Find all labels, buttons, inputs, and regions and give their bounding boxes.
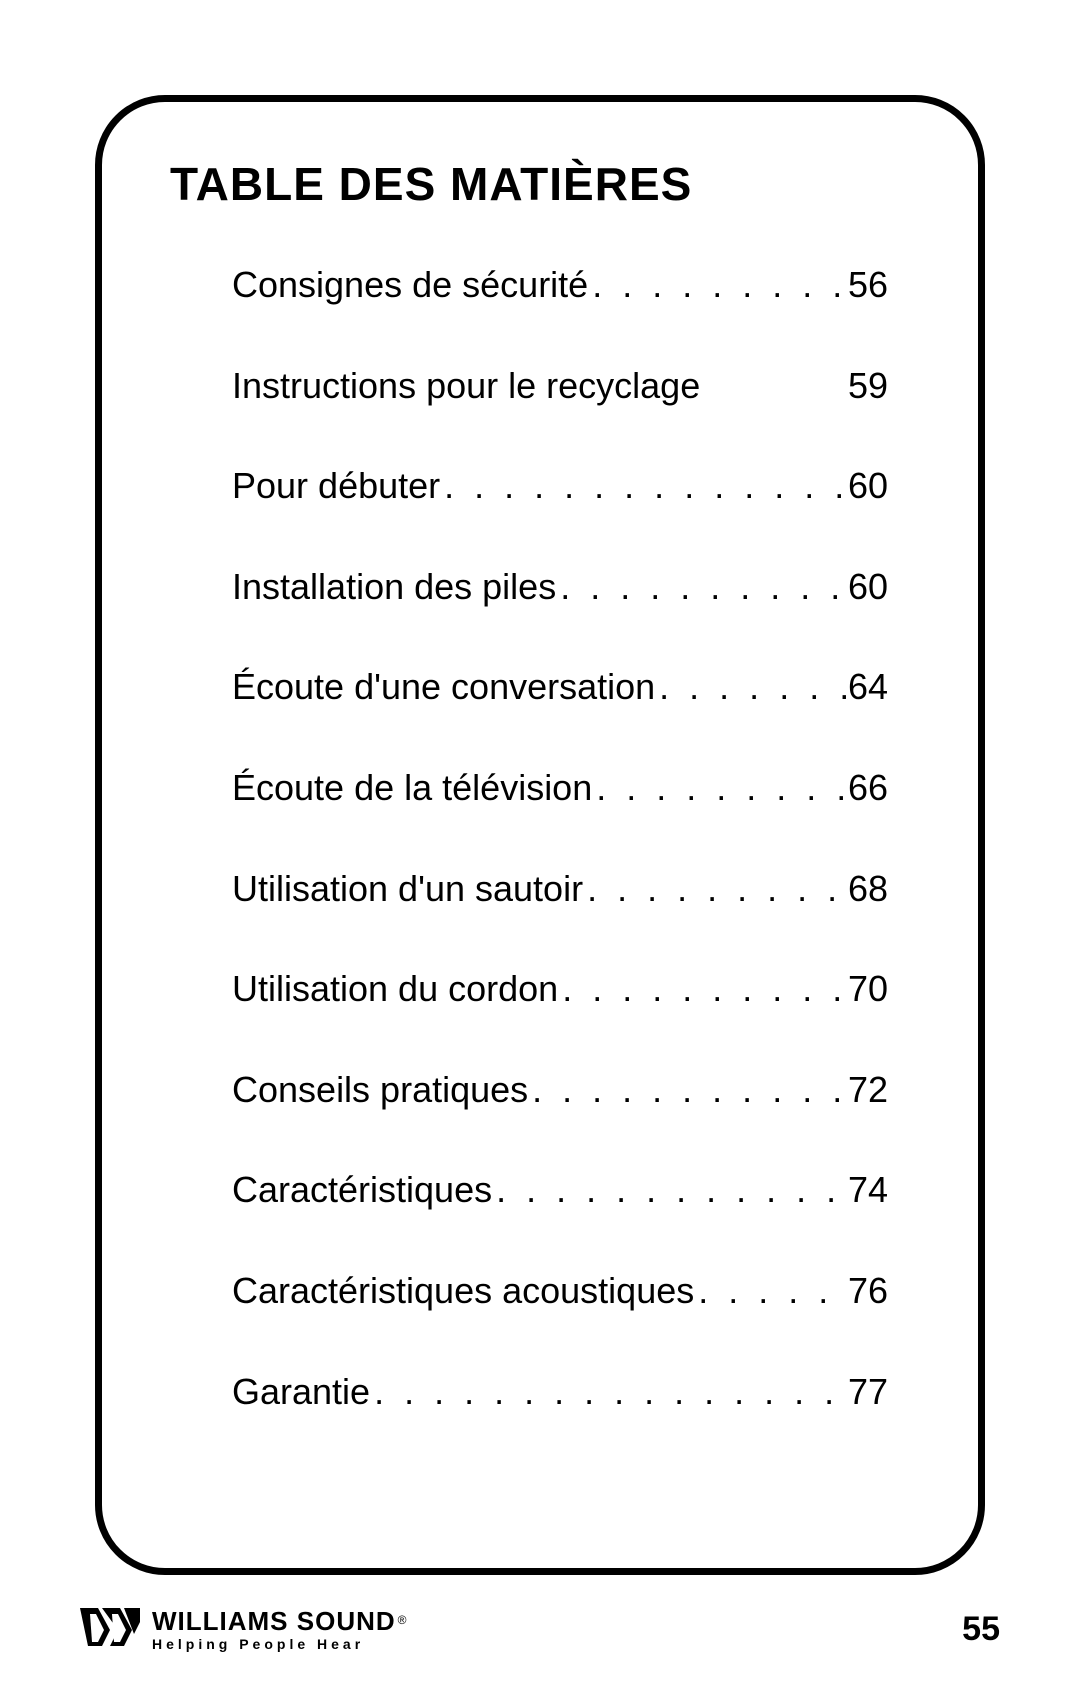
content-frame: TABLE DES MATIÈRES Consignes de sécurité…: [95, 95, 985, 1575]
toc-leader-dots: [370, 1368, 848, 1417]
toc-page: 77: [848, 1368, 888, 1417]
toc-leader-dots: [694, 1267, 848, 1316]
toc-row: Utilisation du cordon 70: [232, 965, 888, 1014]
toc-row: Garantie 77: [232, 1368, 888, 1417]
page-footer: WILLIAMS SOUND® Helping People Hear 55: [80, 1602, 1000, 1657]
toc-leader-dots: [528, 1066, 848, 1115]
toc-label: Caractéristiques acoustiques: [232, 1267, 694, 1316]
toc-row: Consignes de sécurité 56: [232, 261, 888, 310]
toc-page: 64: [848, 663, 888, 712]
toc-leader-dots: [655, 663, 848, 712]
toc-page: 56: [848, 261, 888, 310]
toc-page: 74: [848, 1166, 888, 1215]
toc-label: Conseils pratiques: [232, 1066, 528, 1115]
toc-row: Installation des piles 60: [232, 563, 888, 612]
toc-row: Instructions pour le recyclage 59: [232, 362, 888, 411]
page-title: TABLE DES MATIÈRES: [170, 157, 918, 211]
page-number: 55: [962, 1610, 1000, 1649]
toc-label: Installation des piles: [232, 563, 556, 612]
toc-label: Utilisation du cordon: [232, 965, 558, 1014]
toc-page: 60: [848, 563, 888, 612]
toc-page: 66: [848, 764, 888, 813]
toc-page: 59: [848, 362, 888, 411]
toc-page: 70: [848, 965, 888, 1014]
toc-row: Pour débuter 60: [232, 462, 888, 511]
toc-leader-dots: [583, 865, 848, 914]
brand-logo-icon: [80, 1608, 140, 1651]
toc-label: Garantie: [232, 1368, 370, 1417]
brand-text: WILLIAMS SOUND® Helping People Hear: [152, 1608, 407, 1651]
brand-tagline: Helping People Hear: [152, 1637, 407, 1651]
toc-label: Utilisation d'un sautoir: [232, 865, 583, 914]
toc-row: Écoute d'une conversation 64: [232, 663, 888, 712]
toc-label: Écoute de la télévision: [232, 764, 592, 813]
brand-name: WILLIAMS SOUND: [152, 1606, 396, 1636]
toc-leader-dots: [588, 261, 848, 310]
toc-leader-dots: [556, 563, 848, 612]
toc-label: Pour débuter: [232, 462, 440, 511]
toc-label: Instructions pour le recyclage: [232, 362, 700, 411]
toc-page: 76: [848, 1267, 888, 1316]
toc-page: 60: [848, 462, 888, 511]
toc-row: Caractéristiques acoustiques 76: [232, 1267, 888, 1316]
toc-page: 72: [848, 1066, 888, 1115]
brand-name-line: WILLIAMS SOUND®: [152, 1608, 407, 1634]
toc-row: Caractéristiques 74: [232, 1166, 888, 1215]
toc-row: Écoute de la télévision 66: [232, 764, 888, 813]
brand-registered-mark: ®: [398, 1613, 407, 1627]
toc-row: Conseils pratiques 72: [232, 1066, 888, 1115]
toc-row: Utilisation d'un sautoir 68: [232, 865, 888, 914]
toc-leader-dots: [440, 462, 848, 511]
toc-page: 68: [848, 865, 888, 914]
toc-label: Écoute d'une conversation: [232, 663, 655, 712]
toc-leader-dots: [558, 965, 848, 1014]
brand-block: WILLIAMS SOUND® Helping People Hear: [80, 1608, 407, 1651]
toc-leader-dots: [492, 1166, 848, 1215]
toc-leader-dots: [592, 764, 848, 813]
toc-label: Consignes de sécurité: [232, 261, 588, 310]
table-of-contents: Consignes de sécurité 56 Instructions pour…: [232, 261, 888, 1416]
toc-label: Caractéristiques: [232, 1166, 492, 1215]
